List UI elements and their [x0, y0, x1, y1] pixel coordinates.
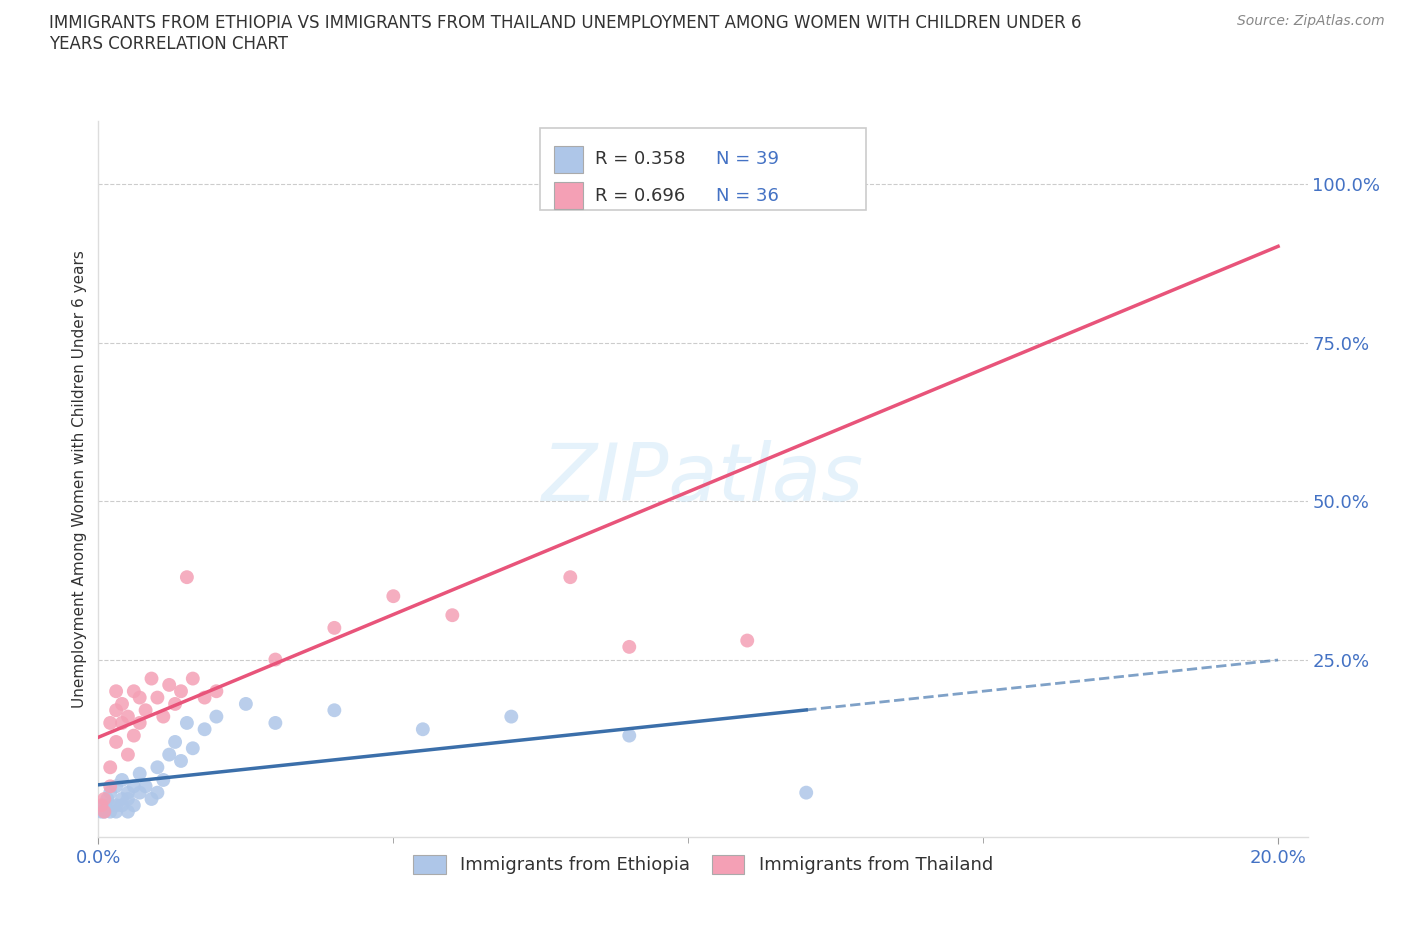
- Point: [794, 785, 817, 800]
- Point: [111, 791, 134, 806]
- Point: [98, 760, 121, 775]
- Point: [128, 785, 150, 800]
- Legend: Immigrants from Ethiopia, Immigrants from Thailand: Immigrants from Ethiopia, Immigrants fro…: [406, 848, 1000, 882]
- Point: [135, 703, 157, 718]
- Point: [619, 640, 641, 655]
- Point: [117, 791, 139, 806]
- Point: [122, 728, 145, 743]
- Y-axis label: Unemployment Among Women with Children Under 6 years: Unemployment Among Women with Children U…: [72, 250, 87, 708]
- Point: [128, 690, 150, 705]
- Point: [157, 747, 180, 762]
- Point: [128, 715, 150, 730]
- Point: [146, 690, 169, 705]
- Point: [264, 715, 287, 730]
- Point: [141, 791, 163, 806]
- Point: [181, 671, 204, 686]
- Point: [96, 791, 118, 806]
- Text: R = 0.696: R = 0.696: [595, 187, 686, 205]
- Point: [111, 798, 134, 813]
- Point: [146, 785, 169, 800]
- Text: R = 0.358: R = 0.358: [595, 151, 686, 168]
- Point: [128, 766, 150, 781]
- Point: [205, 710, 228, 724]
- Point: [90, 804, 112, 819]
- Point: [117, 710, 139, 724]
- Point: [105, 735, 128, 750]
- Text: ZIPatlas: ZIPatlas: [541, 440, 865, 518]
- Point: [105, 778, 128, 793]
- Point: [323, 620, 346, 635]
- Point: [176, 570, 198, 585]
- Point: [90, 798, 112, 813]
- Point: [157, 677, 180, 692]
- Point: [441, 608, 464, 623]
- Point: [165, 735, 187, 750]
- Point: [105, 703, 128, 718]
- Point: [170, 684, 193, 698]
- Bar: [554, 146, 583, 173]
- Point: [194, 722, 217, 737]
- FancyBboxPatch shape: [540, 128, 866, 210]
- Point: [181, 741, 204, 756]
- Point: [93, 804, 115, 819]
- Text: IMMIGRANTS FROM ETHIOPIA VS IMMIGRANTS FROM THAILAND UNEMPLOYMENT AMONG WOMEN WI: IMMIGRANTS FROM ETHIOPIA VS IMMIGRANTS F…: [49, 14, 1081, 53]
- Point: [93, 804, 115, 819]
- Point: [117, 747, 139, 762]
- Point: [205, 684, 228, 698]
- Point: [678, 177, 700, 192]
- Point: [412, 722, 434, 737]
- Point: [146, 760, 169, 775]
- Point: [111, 715, 134, 730]
- Point: [117, 785, 139, 800]
- Text: Source: ZipAtlas.com: Source: ZipAtlas.com: [1237, 14, 1385, 28]
- Point: [141, 671, 163, 686]
- Point: [619, 728, 641, 743]
- Point: [117, 804, 139, 819]
- Point: [111, 697, 134, 711]
- Point: [170, 753, 193, 768]
- Point: [735, 633, 758, 648]
- Point: [98, 715, 121, 730]
- Text: N = 39: N = 39: [716, 151, 779, 168]
- Point: [264, 652, 287, 667]
- Point: [98, 785, 121, 800]
- Point: [165, 697, 187, 711]
- Point: [501, 710, 523, 724]
- Text: N = 36: N = 36: [716, 187, 779, 205]
- Point: [105, 798, 128, 813]
- Point: [135, 778, 157, 793]
- Point: [176, 715, 198, 730]
- Point: [152, 773, 174, 788]
- Point: [152, 710, 174, 724]
- Point: [98, 804, 121, 819]
- Point: [122, 798, 145, 813]
- Point: [560, 570, 582, 585]
- Point: [98, 798, 121, 813]
- Point: [93, 798, 115, 813]
- Point: [105, 804, 128, 819]
- Point: [122, 778, 145, 793]
- Point: [382, 589, 405, 604]
- Point: [111, 773, 134, 788]
- Point: [235, 697, 257, 711]
- Bar: [554, 182, 583, 209]
- Point: [98, 778, 121, 793]
- Point: [93, 791, 115, 806]
- Point: [122, 684, 145, 698]
- Point: [323, 703, 346, 718]
- Point: [194, 690, 217, 705]
- Point: [105, 684, 128, 698]
